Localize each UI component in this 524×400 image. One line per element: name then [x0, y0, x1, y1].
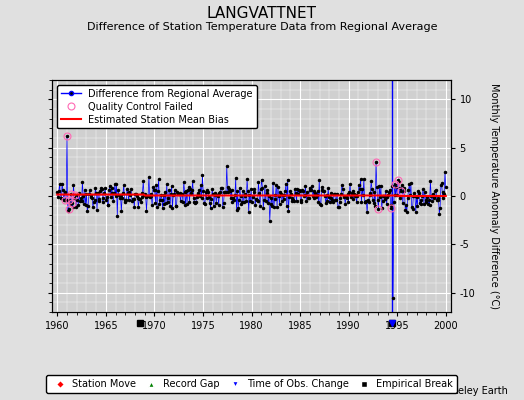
Text: Berkeley Earth: Berkeley Earth [436, 386, 508, 396]
Text: LANGVATTNET: LANGVATTNET [207, 6, 317, 21]
Y-axis label: Monthly Temperature Anomaly Difference (°C): Monthly Temperature Anomaly Difference (… [489, 83, 499, 309]
Legend: Station Move, Record Gap, Time of Obs. Change, Empirical Break: Station Move, Record Gap, Time of Obs. C… [47, 375, 456, 393]
Text: Difference of Station Temperature Data from Regional Average: Difference of Station Temperature Data f… [87, 22, 437, 32]
Legend: Difference from Regional Average, Quality Control Failed, Estimated Station Mean: Difference from Regional Average, Qualit… [57, 85, 257, 128]
